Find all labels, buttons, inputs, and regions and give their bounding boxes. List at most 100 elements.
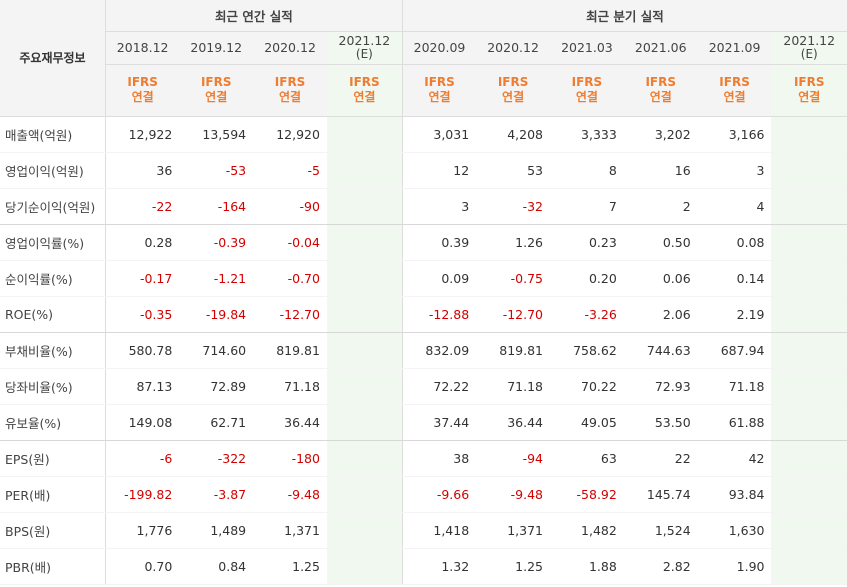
value-cell: -0.17 (105, 260, 180, 297)
value-cell: -9.48 (253, 476, 327, 513)
value-cell: -164 (179, 188, 254, 225)
value-cell (771, 440, 847, 477)
value-cell (326, 260, 403, 297)
accounting-standard: IFRS 연결 (105, 64, 179, 116)
value-cell (771, 152, 847, 189)
annual-group-header: 최근 연간 실적 (105, 0, 403, 31)
value-cell: 1.90 (697, 548, 772, 585)
value-cell: 38 (402, 440, 477, 477)
value-cell: -0.04 (253, 224, 327, 261)
period-header: 2021.06 (624, 31, 698, 64)
standard-consolidated: 연결 (131, 90, 154, 104)
value-cell (771, 512, 847, 549)
value-cell (771, 548, 847, 585)
accounting-standard: IFRS 연결 (476, 64, 550, 116)
value-cell: 2 (623, 188, 698, 225)
period-header: 2020.09 (402, 31, 476, 64)
value-cell (326, 296, 403, 333)
period-label: 2018.12 (116, 40, 169, 55)
value-cell: 49.05 (550, 404, 624, 441)
value-cell: -0.70 (253, 260, 327, 297)
accounting-standard: IFRS 연결 (326, 64, 403, 116)
period-label: 2019.12 (190, 40, 243, 55)
standard-consolidated: 연결 (428, 90, 451, 104)
value-cell: 0.50 (623, 224, 698, 261)
table-row: 영업이익(억원) 36 -53 -5 12 53 8 16 3 (0, 152, 847, 189)
accounting-standard: IFRS 연결 (253, 64, 327, 116)
value-cell: 0.70 (105, 548, 180, 585)
value-cell: 4,208 (476, 116, 550, 153)
accounting-standard: IFRS 연결 (402, 64, 476, 116)
value-cell: 3,166 (697, 116, 772, 153)
value-cell: 0.14 (697, 260, 772, 297)
value-cell: 71.18 (476, 368, 550, 405)
standard-ifrs: IFRS (571, 75, 603, 89)
value-cell (771, 224, 847, 261)
value-cell: 3 (697, 152, 772, 189)
value-cell: 87.13 (105, 368, 180, 405)
value-cell: 2.06 (623, 296, 698, 333)
value-cell (771, 296, 847, 333)
value-cell (771, 368, 847, 405)
value-cell: 62.71 (179, 404, 254, 441)
period-label: 2020.09 (413, 40, 466, 55)
estimate-mark: (E) (800, 47, 818, 61)
value-cell: 1,482 (550, 512, 624, 549)
value-cell (771, 332, 847, 369)
period-header: 2021.12 (E) (771, 31, 847, 64)
value-cell: 1.26 (476, 224, 550, 261)
value-cell: 2.82 (623, 548, 698, 585)
value-cell: 4 (697, 188, 772, 225)
value-cell: 53 (476, 152, 550, 189)
standard-ifrs: IFRS (645, 75, 677, 89)
value-cell: 1,371 (476, 512, 550, 549)
value-cell: 1.88 (550, 548, 624, 585)
value-cell: -5 (253, 152, 327, 189)
row-label: EPS(원) (0, 440, 106, 477)
value-cell (326, 116, 403, 153)
value-cell: -19.84 (179, 296, 254, 333)
period-header-row: 2018.12 2019.12 2020.12 2021.12 (E) 2020.09 20… (0, 31, 847, 64)
value-cell (326, 188, 403, 225)
value-cell: -9.66 (402, 476, 477, 513)
value-cell: 12,920 (253, 116, 327, 153)
estimate-mark: (E) (355, 47, 373, 61)
standard-consolidated: 연결 (502, 90, 525, 104)
row-label: BPS(원) (0, 512, 106, 549)
accounting-standard: IFRS 연결 (624, 64, 698, 116)
table-row: 부채비율(%) 580.78 714.60 819.81 832.09 819.81 758… (0, 332, 847, 369)
value-cell: -32 (476, 188, 550, 225)
value-cell: -0.75 (476, 260, 550, 297)
value-cell: 149.08 (105, 404, 180, 441)
period-header: 2021.12 (E) (326, 31, 403, 64)
value-cell: 687.94 (697, 332, 772, 369)
row-label: 영업이익률(%) (0, 224, 106, 261)
value-cell: -3.87 (179, 476, 254, 513)
period-label: 2021.12 (338, 33, 391, 48)
period-label: 2021.06 (634, 40, 687, 55)
period-header: 2020.12 (253, 31, 327, 64)
value-cell: 72.89 (179, 368, 254, 405)
value-cell: 16 (623, 152, 698, 189)
accounting-standard: IFRS 연결 (550, 64, 624, 116)
value-cell: 145.74 (623, 476, 698, 513)
value-cell: 0.84 (179, 548, 254, 585)
value-cell: -322 (179, 440, 254, 477)
value-cell: 744.63 (623, 332, 698, 369)
row-label: 당좌비율(%) (0, 368, 106, 405)
value-cell (326, 332, 403, 369)
period-label: 2021.03 (561, 40, 613, 55)
row-label: 영업이익(억원) (0, 152, 106, 189)
row-label-header: 주요재무정보 (0, 0, 106, 116)
value-cell: -1.21 (179, 260, 254, 297)
standard-ifrs: IFRS (497, 75, 529, 89)
value-cell: 63 (550, 440, 624, 477)
value-cell (771, 116, 847, 153)
value-cell: 53.50 (623, 404, 698, 441)
value-cell: 71.18 (697, 368, 772, 405)
period-label: 2020.12 (487, 40, 539, 55)
period-label: 2020.12 (264, 40, 316, 55)
standard-consolidated: 연결 (353, 90, 376, 104)
value-cell: 0.08 (697, 224, 772, 261)
